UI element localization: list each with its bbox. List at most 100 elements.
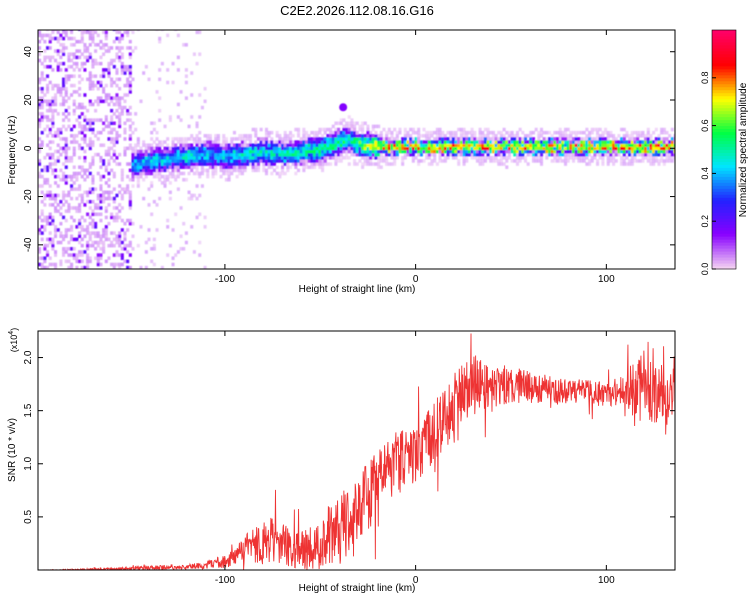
spectrogram-cell bbox=[94, 49, 98, 53]
colorbar-step bbox=[712, 107, 736, 112]
spectrogram-cell bbox=[94, 225, 98, 229]
spectrogram-cell bbox=[166, 143, 170, 147]
spectrogram-cell bbox=[326, 134, 330, 138]
spectrogram-cell bbox=[80, 146, 84, 151]
spectrogram-cell bbox=[470, 130, 474, 135]
spectrogram-cell bbox=[131, 30, 135, 35]
spectrogram-cell bbox=[38, 262, 42, 267]
spectrogram-cell bbox=[601, 156, 605, 160]
spectrogram-cell bbox=[558, 146, 562, 151]
spectrogram-cell bbox=[256, 137, 261, 141]
spectrogram-cell bbox=[259, 137, 263, 141]
spectrogram-cell bbox=[120, 240, 124, 245]
snr-y-ticks: 0.51.01.52.0 bbox=[23, 350, 675, 524]
spectrogram-cell bbox=[449, 137, 453, 141]
spectrogram-cell bbox=[200, 152, 204, 157]
spectrogram-cell bbox=[72, 68, 76, 72]
spectrogram-cell bbox=[654, 159, 658, 163]
spectrogram-cell bbox=[128, 253, 132, 257]
spectrogram-cell bbox=[550, 137, 554, 141]
spectrogram-cell bbox=[264, 127, 269, 132]
spectrogram-cell bbox=[401, 156, 405, 160]
spectrogram-cell bbox=[230, 152, 234, 157]
spectrogram-cell bbox=[272, 156, 277, 160]
y-tick-label: 40 bbox=[23, 46, 34, 58]
spectrogram-cell bbox=[112, 215, 116, 220]
spectrogram-cell bbox=[190, 162, 194, 166]
spectrogram-cell bbox=[88, 36, 92, 41]
spectrogram-cell bbox=[187, 137, 191, 141]
spectrogram-cell bbox=[168, 149, 172, 154]
spectrogram-cell bbox=[534, 152, 538, 157]
spectrogram-cell bbox=[192, 146, 196, 151]
spectrogram-cell bbox=[78, 250, 82, 254]
spectrogram-cell bbox=[665, 156, 669, 160]
spectrogram-cell bbox=[80, 265, 84, 269]
spectrogram-cell bbox=[481, 137, 485, 141]
spectrogram-cell bbox=[40, 33, 44, 38]
spectrogram-cell bbox=[297, 130, 301, 135]
spectrogram-cell bbox=[94, 187, 98, 191]
spectrogram-cell bbox=[417, 134, 421, 138]
spectrogram-cell bbox=[75, 174, 79, 179]
spectrogram-cell bbox=[427, 134, 431, 138]
spectrogram-cell bbox=[48, 80, 52, 85]
spectrogram-cell bbox=[673, 140, 675, 144]
spectrogram-cell bbox=[134, 112, 138, 116]
spectrogram-cell bbox=[510, 149, 514, 154]
spectrogram-cell bbox=[190, 93, 194, 97]
spectrogram-cell bbox=[305, 159, 309, 163]
spectrogram-cell bbox=[481, 149, 485, 154]
spectrogram-cell bbox=[40, 190, 44, 195]
spectrogram-cell bbox=[54, 134, 58, 138]
spectrogram-cell bbox=[238, 146, 242, 151]
spectrogram-cell bbox=[270, 140, 274, 144]
spectrogram-cell bbox=[606, 140, 610, 144]
spectrogram-cell bbox=[64, 33, 68, 38]
spectrogram-cell bbox=[64, 108, 68, 113]
spectrogram-cell bbox=[107, 146, 111, 151]
spectrogram-cell bbox=[174, 162, 178, 166]
spectrogram-cell bbox=[238, 143, 242, 147]
spectrogram-cell bbox=[545, 152, 549, 157]
spectrogram-cell bbox=[128, 218, 132, 223]
spectrogram-cell bbox=[390, 152, 394, 157]
spectrogram-cell bbox=[102, 121, 106, 126]
spectrogram-cell bbox=[118, 39, 122, 44]
spectrogram-cell bbox=[411, 152, 415, 157]
spectrogram-cell bbox=[636, 130, 640, 135]
spectrogram-cell bbox=[329, 143, 333, 147]
spectrogram-cell bbox=[473, 156, 477, 160]
spectrogram-cell bbox=[232, 159, 236, 163]
spectrogram-cell bbox=[102, 228, 106, 232]
colorbar-step bbox=[712, 53, 736, 58]
spectrogram-cell bbox=[288, 134, 293, 138]
spectrogram-cell bbox=[195, 121, 199, 126]
spectrogram-cell bbox=[449, 143, 453, 147]
spectrogram-cell bbox=[441, 146, 445, 151]
colorbar-step bbox=[712, 182, 736, 186]
spectrogram-cell bbox=[374, 162, 378, 166]
spectrogram-cell bbox=[403, 127, 407, 132]
spectrogram-cell bbox=[107, 193, 111, 198]
spectrogram-cell bbox=[54, 93, 58, 97]
spectrogram-cell bbox=[126, 218, 130, 223]
spectrogram-cell bbox=[572, 152, 576, 157]
spectrogram-cell bbox=[510, 159, 514, 163]
spectrogram-cell bbox=[110, 196, 114, 201]
spectrogram-cell bbox=[446, 143, 450, 147]
spectrogram-cell bbox=[614, 140, 618, 144]
spectrogram-cell bbox=[451, 137, 455, 141]
spectrogram-cell bbox=[486, 134, 490, 138]
spectrogram-cell bbox=[531, 152, 536, 157]
spectrogram-cell bbox=[425, 146, 429, 151]
spectrogram-cell bbox=[118, 203, 122, 207]
spectrogram-cell bbox=[214, 159, 218, 163]
spectrogram-cell bbox=[307, 146, 311, 151]
spectrogram-cell bbox=[200, 146, 204, 151]
spectrogram-cell bbox=[163, 165, 167, 169]
spectrogram-cell bbox=[139, 225, 143, 229]
spectrogram-cell bbox=[278, 152, 282, 157]
spectrogram-cell bbox=[438, 149, 442, 154]
spectrogram-cell bbox=[438, 130, 442, 135]
